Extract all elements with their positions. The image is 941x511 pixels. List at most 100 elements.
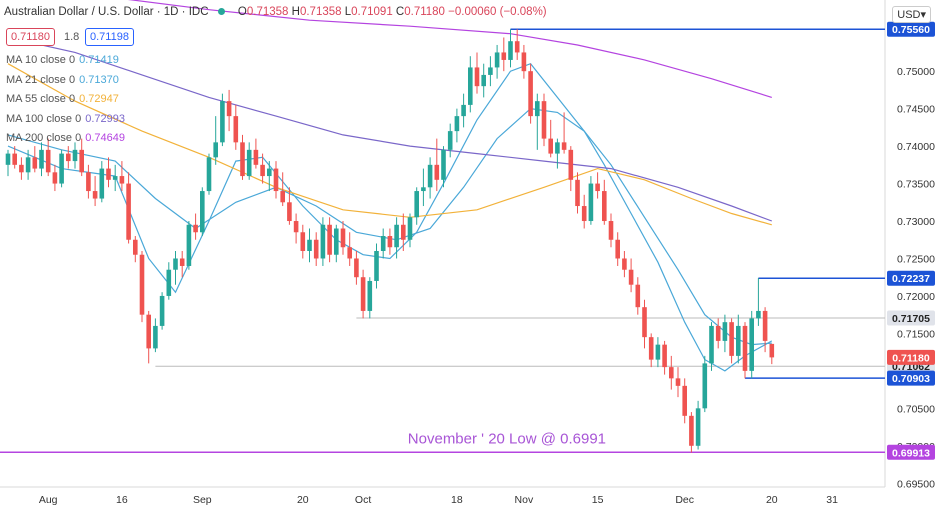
candle-body <box>200 191 205 233</box>
candle-body <box>226 101 232 117</box>
ma-legend-label: MA 10 close 0 <box>6 54 76 66</box>
candle-body <box>548 138 553 154</box>
time-tick-label: Oct <box>355 494 371 506</box>
price-tick-label: 0.74000 <box>897 141 935 153</box>
candle-body <box>354 258 359 278</box>
candle-body <box>139 254 145 315</box>
candle-body <box>488 67 493 75</box>
moving-average-line <box>7 36 773 222</box>
price-label-box <box>887 370 935 386</box>
candle-body <box>19 164 24 173</box>
candle-body <box>702 363 708 409</box>
sell-price-button[interactable]: 0.71180 <box>6 28 55 46</box>
candle-body <box>220 101 225 143</box>
buy-price-button[interactable]: 0.71198 <box>85 28 134 46</box>
candle-body <box>709 325 714 364</box>
candle-body <box>59 153 64 184</box>
price-tick-label: 0.71500 <box>897 328 935 340</box>
ma-legend-label: MA 21 close 0 <box>6 73 76 86</box>
candle-body <box>581 206 587 222</box>
candle-body <box>555 142 560 154</box>
candle-body <box>501 52 507 60</box>
candle-body <box>126 183 131 240</box>
candle-body <box>722 322 728 341</box>
candle-body <box>762 310 768 341</box>
price-label-box <box>887 444 935 460</box>
candle-body <box>622 258 627 270</box>
candle-body <box>334 228 339 255</box>
candle-body <box>474 67 480 87</box>
candle-body <box>32 157 38 169</box>
candle-body <box>541 101 547 139</box>
candle-body <box>434 164 440 180</box>
ma-legend-value: 0.74649 <box>85 132 125 144</box>
candle-body <box>715 325 721 341</box>
candle-body <box>193 224 198 233</box>
candle-body <box>407 217 413 240</box>
candle-body <box>742 325 748 371</box>
candle-body <box>86 172 91 192</box>
candle-body <box>313 239 319 259</box>
price-tick-label: 0.73000 <box>897 216 935 228</box>
candle-body <box>454 116 460 132</box>
symbol-title[interactable]: Australian Dollar / U.S. Dollar · 1D · I… <box>4 6 209 18</box>
candle-body <box>468 67 473 105</box>
time-tick-label: 15 <box>592 494 604 506</box>
candle-body <box>240 142 245 177</box>
market-open-dot <box>217 8 225 16</box>
ohlc-values: O0.71358 H0.71358 L0.71091 C0.71180 −0.0… <box>237 6 547 18</box>
candle-body <box>642 307 647 338</box>
candle-body <box>662 344 667 368</box>
price-tick-label: 0.72000 <box>897 291 935 303</box>
candle-body <box>380 236 386 251</box>
price-label: 0.69913 <box>892 447 930 459</box>
candle-body <box>260 164 265 177</box>
candle-body <box>12 153 17 165</box>
candle-body <box>159 295 165 326</box>
time-tick-label: 18 <box>451 494 463 506</box>
candle-body <box>119 176 125 184</box>
ma-legend-value: 0.72993 <box>85 112 125 125</box>
candle-body <box>427 164 433 188</box>
candle-body <box>45 149 51 173</box>
candle-body <box>374 250 379 281</box>
candle-body <box>689 415 694 446</box>
candle-body <box>595 183 600 192</box>
price-label: 0.71180 <box>892 352 930 364</box>
price-label: 0.71705 <box>892 313 930 325</box>
moving-average-line <box>7 107 772 346</box>
candle-body <box>206 157 212 192</box>
candle-body <box>300 232 306 251</box>
ma-legend-label: MA 200 close 0 <box>6 132 82 144</box>
candle-body <box>72 149 78 162</box>
ma-legend-item[interactable]: MA 200 close 0 0.74649 <box>6 132 125 144</box>
price-tick-label: 0.74500 <box>897 104 935 116</box>
price-axis[interactable] <box>885 0 941 511</box>
candle-body <box>729 322 734 356</box>
candle-body <box>568 149 574 180</box>
candle-body <box>461 104 466 117</box>
ma-legend-value: 0.71419 <box>79 54 119 66</box>
time-tick-label: 16 <box>116 494 128 506</box>
annotation-text: November ' 20 Low @ 0.6991 <box>408 431 606 448</box>
price-label: 0.75560 <box>892 24 930 36</box>
price-label-box <box>887 349 935 365</box>
high-value: 0.71358 <box>299 6 342 18</box>
candle-body <box>66 153 71 162</box>
candle-body <box>287 202 292 222</box>
symbol-header: Australian Dollar / U.S. Dollar · 1D · I… <box>4 6 547 18</box>
currency-dropdown[interactable]: USD▾ <box>892 6 931 23</box>
time-tick-label: 20 <box>297 494 309 506</box>
ma-legend-item[interactable]: MA 21 close 0 0.71370 <box>6 74 119 86</box>
candle-body <box>494 52 500 68</box>
moving-average-line <box>7 63 772 226</box>
ma-legend-item[interactable]: MA 100 close 0 0.72993 <box>6 113 125 125</box>
ma-legend-item[interactable]: MA 55 close 0 0.72947 <box>6 93 119 105</box>
candle-body <box>246 149 252 177</box>
ma-legend-item[interactable]: MA 10 close 0 0.71419 <box>6 54 119 66</box>
price-tick-label: 0.75000 <box>897 66 935 78</box>
price-label: 0.72237 <box>892 273 930 285</box>
candle-body <box>655 344 661 360</box>
candle-body <box>669 367 674 379</box>
